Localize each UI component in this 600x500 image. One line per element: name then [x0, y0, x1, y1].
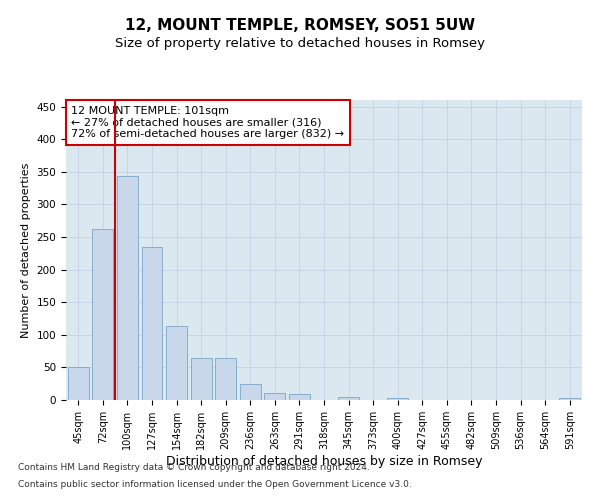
Bar — [387, 398, 408, 400]
Bar — [240, 384, 261, 400]
Bar — [142, 248, 163, 400]
Text: 12, MOUNT TEMPLE, ROMSEY, SO51 5UW: 12, MOUNT TEMPLE, ROMSEY, SO51 5UW — [125, 18, 475, 32]
Bar — [289, 394, 310, 400]
Text: Size of property relative to detached houses in Romsey: Size of property relative to detached ho… — [115, 38, 485, 51]
Bar — [166, 326, 187, 400]
Bar — [68, 368, 89, 400]
Bar — [265, 394, 286, 400]
Bar — [559, 398, 580, 400]
X-axis label: Distribution of detached houses by size in Romsey: Distribution of detached houses by size … — [166, 454, 482, 468]
Y-axis label: Number of detached properties: Number of detached properties — [21, 162, 31, 338]
Text: Contains public sector information licensed under the Open Government Licence v3: Contains public sector information licen… — [18, 480, 412, 489]
Bar — [117, 176, 138, 400]
Bar — [338, 398, 359, 400]
Bar — [215, 358, 236, 400]
Bar — [191, 358, 212, 400]
Text: Contains HM Land Registry data © Crown copyright and database right 2024.: Contains HM Land Registry data © Crown c… — [18, 462, 370, 471]
Text: 12 MOUNT TEMPLE: 101sqm
← 27% of detached houses are smaller (316)
72% of semi-d: 12 MOUNT TEMPLE: 101sqm ← 27% of detache… — [71, 106, 344, 139]
Bar — [92, 229, 113, 400]
